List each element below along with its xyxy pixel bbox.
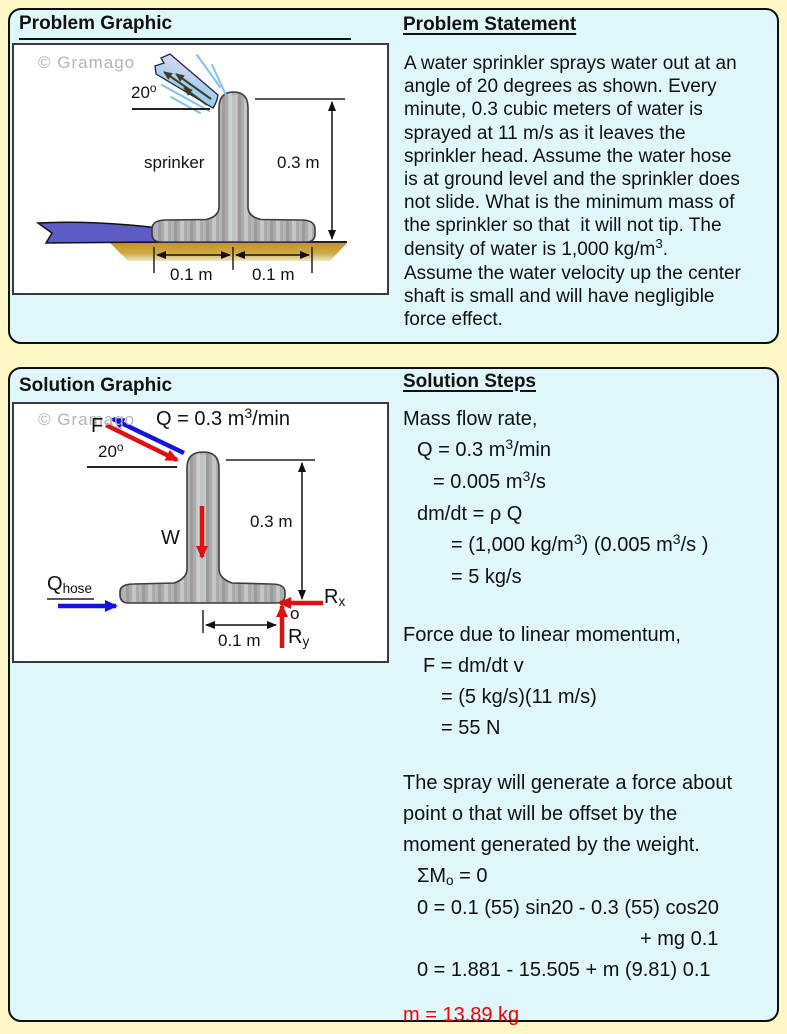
angle-label: 20o (98, 440, 124, 461)
text-line: angle of 20 degrees as shown. Every (404, 76, 717, 98)
text-line: = (5 kg/s)(11 m/s) (441, 686, 597, 708)
text-line: density of water is 1,000 kg/m3. (404, 235, 669, 260)
text-line: is at ground level and the sprinkler doe… (404, 169, 740, 191)
solution-graphic-heading: Solution Graphic (19, 375, 173, 396)
text-line: A water sprinkler sprays water out at an (404, 53, 737, 74)
text-line: + mg 0.1 (640, 928, 719, 950)
text-line: F = dm/dt v (423, 655, 524, 677)
sprinkler-label: sprinker (144, 153, 205, 172)
flow-arrow-blue (111, 416, 185, 456)
force-arrow-red (105, 422, 179, 463)
problem-graphic-box: © Gramago 20o sprinker 0.3 m 0.1 m 0.1 m (12, 43, 389, 295)
flow-rate-label: Q = 0.3 m3/min (156, 405, 290, 430)
text-line: minute, 0.3 cubic meters of water is (404, 99, 703, 121)
text-line: = 5 kg/s (451, 566, 522, 588)
text-line: dm/dt = ρ Q (417, 503, 523, 525)
text-line (403, 593, 779, 620)
reaction-y-label: Ry (288, 626, 310, 650)
text-line: Force due to linear momentum, (403, 624, 681, 646)
origin-label: o (290, 604, 300, 623)
text-line: sprayed at 11 m/s as it leaves the (404, 122, 686, 144)
text-line: 0 = 1.881 - 15.505 + m (9.81) 0.1 (417, 959, 711, 981)
text-line: = 55 N (441, 717, 501, 739)
watermark-text: © Gramago (38, 53, 136, 72)
height-dim-label: 0.3 m (250, 512, 293, 531)
base-dim-right-label: 0.1 m (252, 265, 295, 284)
base-dim-label: 0.1 m (218, 631, 261, 650)
sprinkler-diagram (35, 53, 347, 273)
text-line: Mass flow rate, (403, 408, 538, 430)
text-line: point o that will be offset by the (403, 803, 678, 825)
solution-steps-heading: Solution Steps (403, 371, 536, 392)
text-line: shaft is small and will have negligible (404, 286, 715, 308)
spray-arrow (175, 73, 212, 100)
hose (35, 221, 159, 244)
text-line: = (1,000 kg/m3) (0.005 m3/s ) (451, 531, 709, 556)
text-line: the sprinkler so that it will not tip. T… (404, 215, 722, 237)
problem-statement-body: A water sprinkler sprays water out at an… (404, 52, 778, 331)
hose-flow-label: Qhose (47, 573, 93, 597)
text-line: Assume the water velocity up the center (404, 262, 741, 284)
text-line: The spray will generate a force about (403, 772, 733, 794)
problem-graphic-heading: Problem Graphic (19, 13, 351, 40)
force-label: F (91, 415, 104, 437)
reaction-x-label: Rx (324, 586, 346, 610)
weight-label: W (161, 527, 180, 549)
text-line: moment generated by the weight. (403, 834, 700, 856)
text-line: = 0.005 m3/s (433, 468, 546, 493)
text-line (403, 744, 779, 768)
watermark-text: © Gramago (38, 410, 136, 429)
solution-steps-body: Mass flow rate, Q = 0.3 m3/min = 0.005 m3/… (403, 404, 779, 1031)
problem-statement-heading: Problem Statement (403, 14, 577, 35)
height-dim-label: 0.3 m (277, 153, 320, 172)
spray-arrow (163, 71, 191, 91)
text-line: 0 = 0.1 (55) sin20 - 0.3 (55) cos20 (417, 897, 719, 919)
spray-arrow (183, 87, 208, 106)
sprinkler-highlight (229, 95, 237, 241)
text-line: force effect. (404, 309, 503, 331)
text-line: sprinkler head. Assume the water hose (404, 145, 732, 167)
spray-streaks (161, 54, 227, 114)
solution-graphic-box: © Gramago F Q = 0.3 m3/min 20o W 0.3 m Q… (12, 402, 389, 663)
base-dim-left-label: 0.1 m (170, 265, 213, 284)
text-line: Q = 0.3 m3/min (417, 436, 551, 461)
text-line: ΣMo = 0 (417, 865, 488, 889)
text-line (403, 986, 779, 1000)
text-line: not slide. What is the minimum mass of (404, 192, 735, 214)
free-body-diagram (47, 416, 323, 648)
text-line: m = 13.89 kg (403, 1004, 520, 1026)
angle-label: 20o (131, 81, 157, 102)
